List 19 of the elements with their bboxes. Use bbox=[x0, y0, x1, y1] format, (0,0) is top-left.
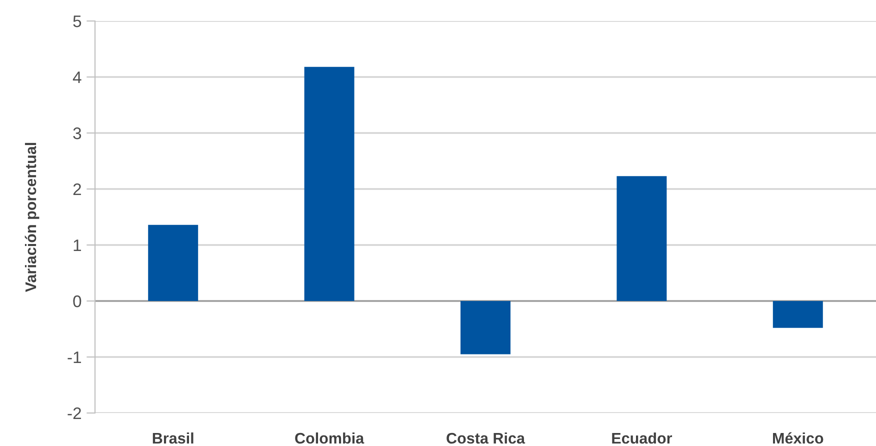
x-tick-label: Colombia bbox=[295, 432, 364, 444]
bar bbox=[460, 301, 510, 354]
bar bbox=[148, 224, 198, 301]
y-tick-label: 1 bbox=[74, 240, 81, 252]
x-tick-label: México bbox=[773, 432, 824, 444]
x-tick-label: Ecuador bbox=[612, 432, 672, 444]
y-tick-label: 0 bbox=[73, 295, 82, 308]
bar bbox=[616, 176, 667, 301]
x-tick-label: Costa Rica bbox=[446, 432, 526, 444]
bar bbox=[772, 301, 823, 328]
y-axis-title: Variación porcentual bbox=[24, 142, 40, 292]
y-tick-label: 4 bbox=[72, 72, 82, 84]
y-tick-label: -2 bbox=[68, 407, 81, 420]
y-tick-label: -1 bbox=[68, 352, 81, 364]
y-tick-label: 5 bbox=[73, 16, 82, 28]
x-tick-label: Brasil bbox=[152, 432, 194, 444]
y-tick-label: 3 bbox=[73, 127, 82, 140]
bar bbox=[304, 66, 354, 301]
y-tick-label: 2 bbox=[73, 183, 81, 196]
